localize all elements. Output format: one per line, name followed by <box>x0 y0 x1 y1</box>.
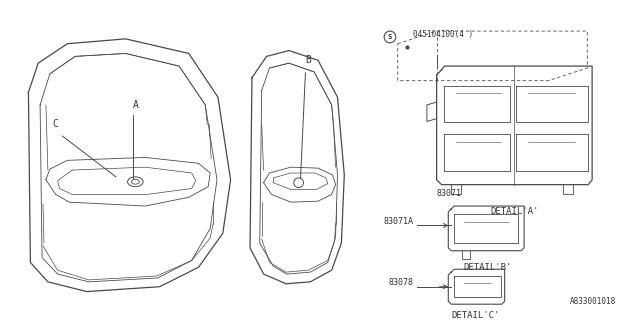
Text: C: C <box>52 119 59 129</box>
Text: DETAIL'B': DETAIL'B' <box>463 263 511 272</box>
Text: 83071A: 83071A <box>383 217 413 226</box>
Text: A833001018: A833001018 <box>570 297 616 306</box>
Circle shape <box>384 31 396 43</box>
Text: B: B <box>305 55 311 65</box>
Text: 83071: 83071 <box>436 189 461 198</box>
Text: DETAIL'C': DETAIL'C' <box>451 311 500 320</box>
Text: A: A <box>132 100 138 110</box>
Text: DETAIL'A': DETAIL'A' <box>490 207 539 216</box>
Text: 045104100(4 ): 045104100(4 ) <box>413 30 474 39</box>
Text: S: S <box>388 34 392 40</box>
Text: 83078: 83078 <box>388 278 413 287</box>
